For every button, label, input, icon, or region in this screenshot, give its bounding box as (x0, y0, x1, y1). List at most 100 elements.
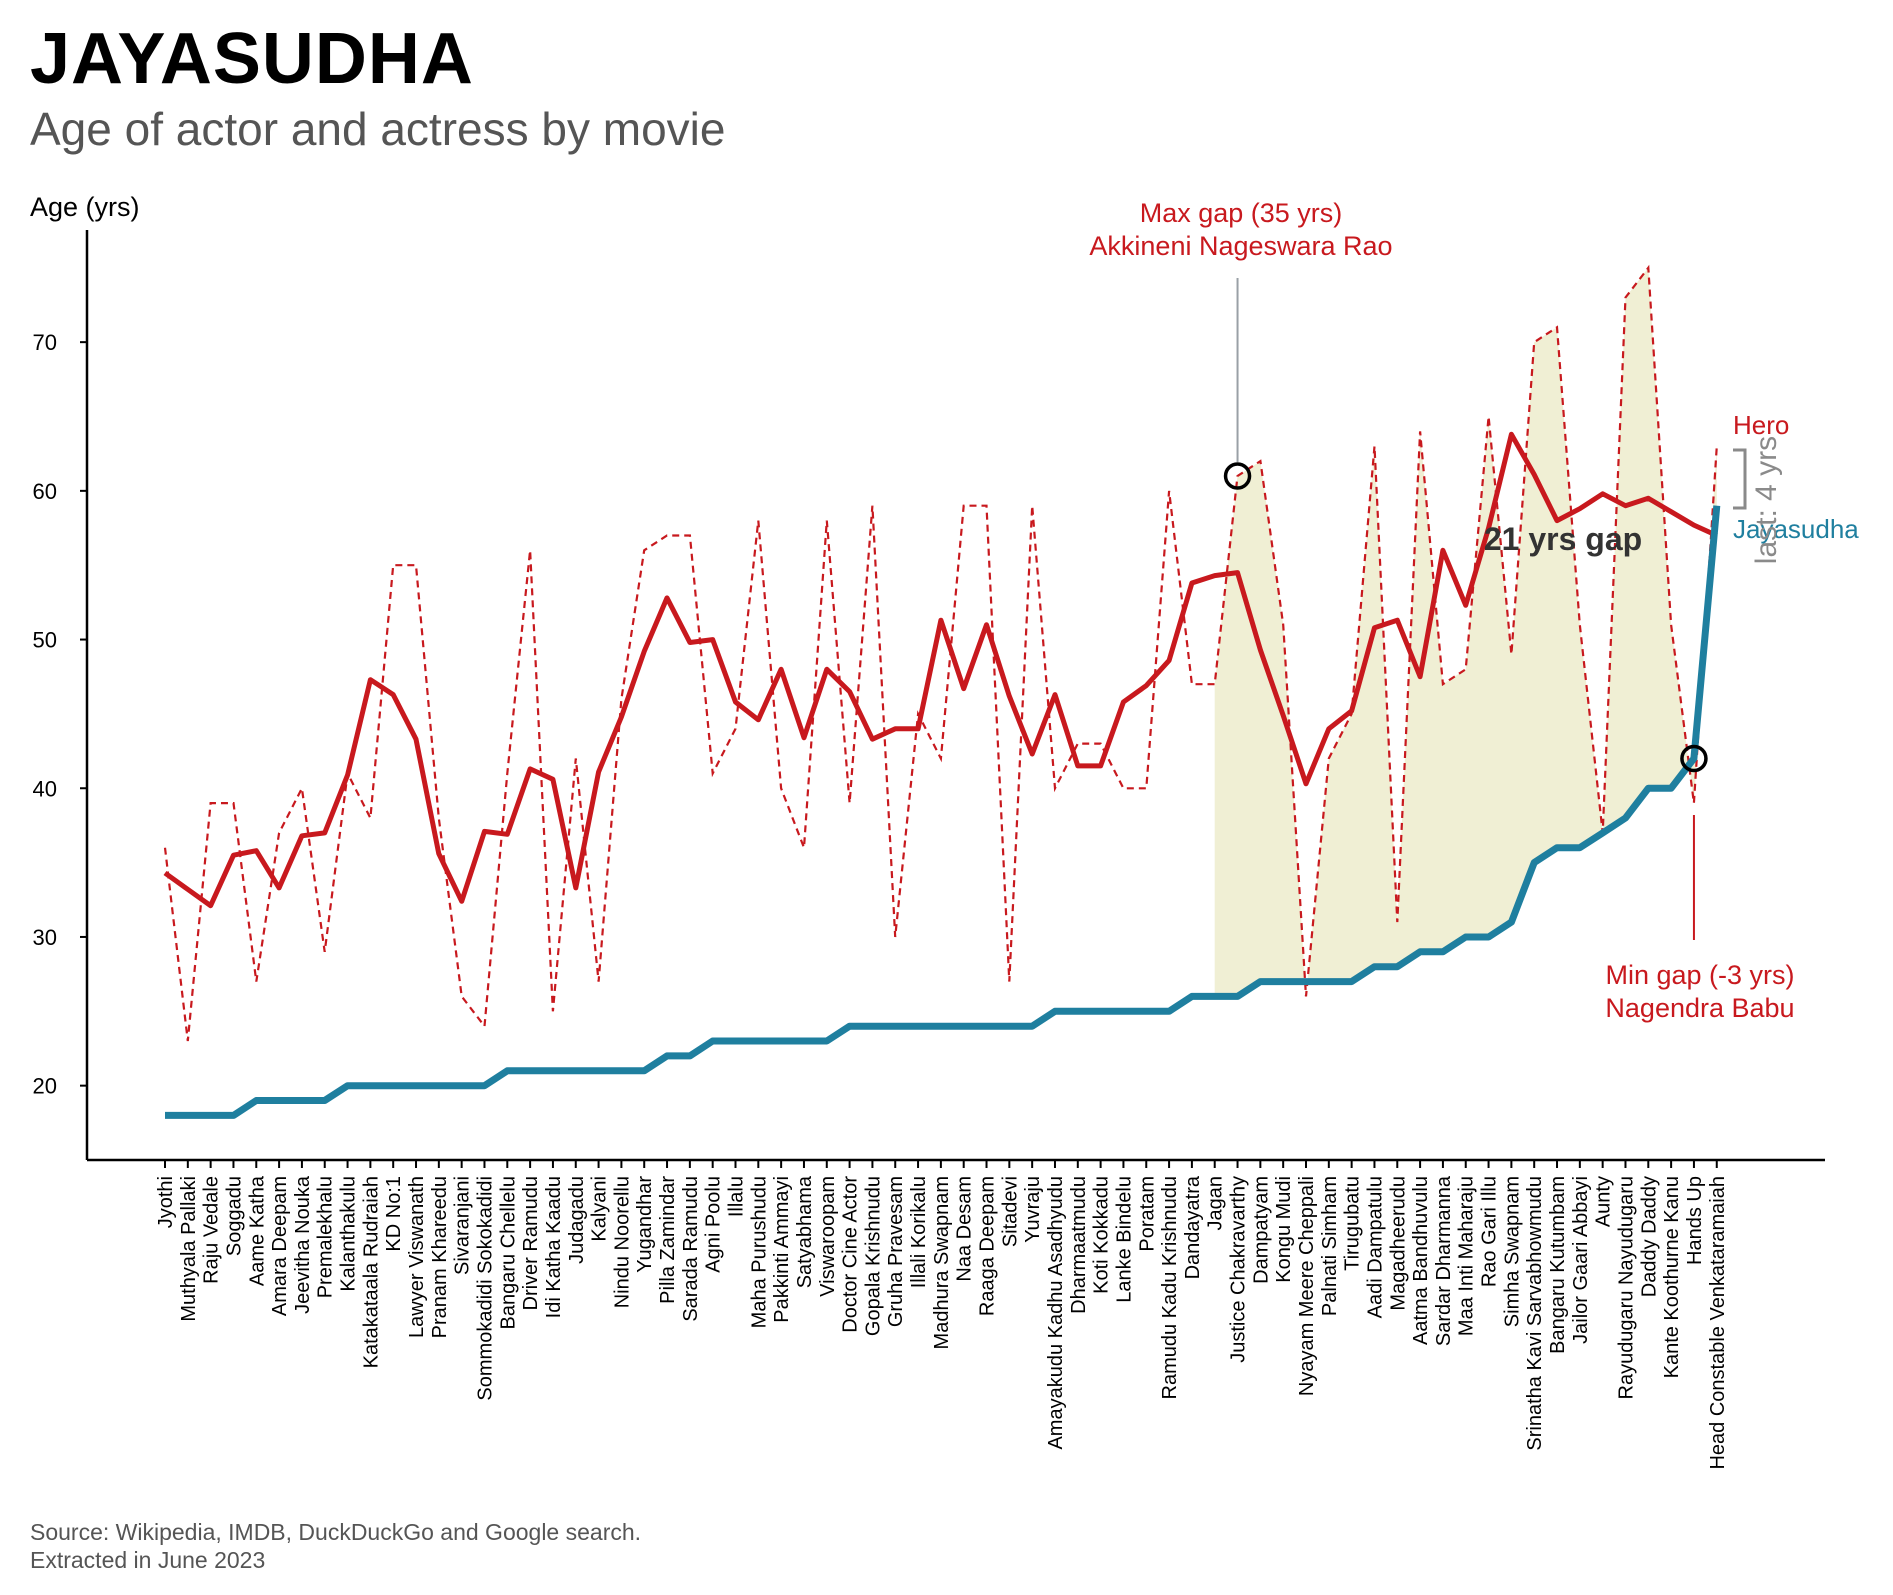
x-tick-label: Poratam (1136, 1176, 1158, 1252)
x-tick-label: Tirugubatu (1342, 1176, 1364, 1271)
x-tick-label: Amara Deepam (269, 1176, 291, 1316)
x-tick-label: Lawyer Viswanath (406, 1176, 428, 1338)
x-tick-label: Gopala Krishnudu (862, 1176, 884, 1336)
x-tick-label: Viswaroopam (817, 1176, 839, 1297)
min-gap-marker (1680, 744, 1708, 773)
x-tick-label: Illalu (726, 1176, 748, 1217)
x-tick-label: Muthyala Pallaki (178, 1176, 200, 1322)
x-tick-label: Sardar Dharmanna (1433, 1175, 1455, 1346)
x-tick-label: Bangaru Chellelu (497, 1176, 519, 1329)
x-tick-label: Dandayatra (1182, 1175, 1204, 1279)
chart-title: JAYASUDHA (30, 19, 474, 99)
annotation-lines (1236, 278, 1695, 940)
x-tick-label: Koti Kokkadu (1091, 1176, 1113, 1294)
x-tick-label: Madhura Swapnam (931, 1176, 953, 1349)
x-tick-label: Simha Swapnam (1501, 1176, 1523, 1327)
x-tick-label: Bangaru Kutumbam (1547, 1176, 1569, 1354)
x-tick-label: Driver Ramudu (520, 1176, 542, 1310)
x-tick-label: Aadi Dampatulu (1365, 1176, 1387, 1318)
x-tick-label: Kante Koothurne Kanu (1661, 1176, 1683, 1378)
gap-fill-area (1214, 267, 1717, 997)
source-line-2: Extracted in June 2023 (30, 1547, 266, 1573)
last-gap-label: last: 4 yrs (1750, 436, 1783, 564)
x-tick-label: Jagan (1205, 1176, 1227, 1231)
x-tick-label: Dharmaatmudu (1068, 1176, 1090, 1314)
axes: Age (yrs) (30, 192, 1825, 1162)
x-tick-label: Jeevitha Nouka (292, 1175, 314, 1314)
x-tick-label: Judagadu (566, 1176, 588, 1264)
min-gap-label-line2: Nagendra Babu (1605, 993, 1794, 1023)
x-tick-label: Magadheerudu (1387, 1176, 1409, 1311)
x-tick-label: Rayudugaru Nayudugaru (1616, 1176, 1638, 1400)
x-tick-label: KD No:1 (383, 1176, 405, 1252)
y-tick-label: 20 (33, 1074, 57, 1099)
series-layer (163, 264, 1721, 1119)
y-tick-label: 70 (33, 330, 57, 355)
x-tick-label: Soggadu (224, 1176, 246, 1256)
x-tick-label: Aame Katha (246, 1175, 268, 1286)
x-tick-label: Kalanthakulu (338, 1176, 360, 1292)
y-tick-label: 30 (33, 925, 57, 950)
x-ticks: Jyothi Muthyala Pallaki Raju Vedale Soggadu… (155, 1160, 1729, 1470)
x-tick-label: Nindu Noorellu (611, 1176, 633, 1308)
x-tick-label: Rao Gari Illu (1479, 1176, 1501, 1287)
x-tick-label: Premalekhalu (315, 1176, 337, 1298)
x-tick-label: Maa Inti Maharaju (1456, 1176, 1478, 1336)
chart-subtitle: Age of actor and actress by movie (30, 103, 726, 155)
y-tick-label: 60 (33, 479, 57, 504)
gap-markers (1223, 462, 1708, 773)
x-tick-label: Aunty (1593, 1176, 1615, 1227)
x-tick-label: Srinatha Kavi Sarvabhowmudu (1524, 1176, 1546, 1451)
x-tick-label: Raju Vedale (201, 1176, 223, 1284)
hero-age-line (163, 264, 1718, 1042)
x-tick-label: Satyabhama (794, 1175, 816, 1288)
hero-age-smoothed-line (163, 431, 1718, 909)
x-tick-label: Kalyani (589, 1176, 611, 1242)
x-tick-label: Doctor Cine Actor (840, 1176, 862, 1333)
x-tick-label: Jailor Gaari Abbayi (1570, 1176, 1592, 1344)
max-gap-label-line2: Akkineni Nageswara Rao (1089, 231, 1392, 261)
x-tick-label: Ramudu Kadu Krishnudu (1159, 1176, 1181, 1399)
x-tick-label: Maha Purushudu (748, 1176, 770, 1328)
x-tick-label: Daddy Daddy (1638, 1176, 1660, 1297)
x-tick-label: Sommokadidi Sokokadidi (475, 1176, 497, 1401)
source-note: Source: Wikipedia, IMDB, DuckDuckGo and … (30, 1518, 641, 1574)
x-tick-label: Amayakudu Kadhu Asadhyudu (1045, 1176, 1067, 1450)
max-gap-label-line1: Max gap (35 yrs) (1140, 198, 1343, 228)
x-tick-label: Pilla Zamindar (657, 1176, 679, 1304)
x-tick-label: Hands Up (1684, 1176, 1706, 1265)
jayasudha-age-line (165, 505, 1721, 1119)
x-tick-label: Raaga Deepam (977, 1176, 999, 1316)
x-tick-label: Sitadevi (999, 1176, 1021, 1247)
source-line-1: Source: Wikipedia, IMDB, DuckDuckGo and … (30, 1519, 642, 1545)
x-tick-label: Nyayam Meere Cheppali (1296, 1176, 1318, 1396)
x-tick-label: Dampatyam (1250, 1176, 1272, 1284)
actress-end-label: Jayasudha (1733, 514, 1859, 544)
x-tick-label: Justice Chakravarthy (1228, 1176, 1250, 1363)
last-gap-bracket (1733, 448, 1747, 510)
x-tick-label: Kongu Mudi (1273, 1176, 1295, 1283)
x-tick-label: Palnati Simham (1319, 1176, 1341, 1316)
x-tick-label: Lanke Bindelu (1113, 1176, 1135, 1303)
x-tick-label: Yuvraju (1022, 1176, 1044, 1243)
x-tick-label: Sivaranjani (452, 1176, 474, 1275)
min-gap-label-line1: Min gap (-3 yrs) (1605, 960, 1794, 990)
x-tick-label: Sarada Ramudu (680, 1176, 702, 1322)
y-tick-label: 40 (33, 776, 57, 801)
max-gap-marker (1223, 462, 1252, 490)
x-tick-label: Gruha Pravesam (885, 1176, 907, 1327)
x-tick-label: Pranam Khareedu (429, 1176, 451, 1338)
annotations: Max gap (35 yrs) Akkineni Nageswara Rao … (1089, 198, 1859, 1023)
x-tick-label: Jyothi (155, 1176, 177, 1228)
x-tick-label: Illali Korikalu (908, 1176, 930, 1288)
x-tick-label: Idi Katha Kaadu (543, 1176, 565, 1318)
x-tick-label: Agni Poolu (703, 1176, 725, 1273)
x-tick-label: Yugandhar (634, 1176, 656, 1273)
hero-end-label: Hero (1733, 410, 1789, 440)
gap-label: 21 yrs gap (1484, 521, 1642, 557)
gap-fill-layer (1214, 267, 1717, 997)
x-tick-label: Pakkinti Ammayi (771, 1176, 793, 1323)
x-tick-label: Naa Desam (954, 1176, 976, 1282)
y-axis-label: Age (yrs) (30, 192, 140, 222)
